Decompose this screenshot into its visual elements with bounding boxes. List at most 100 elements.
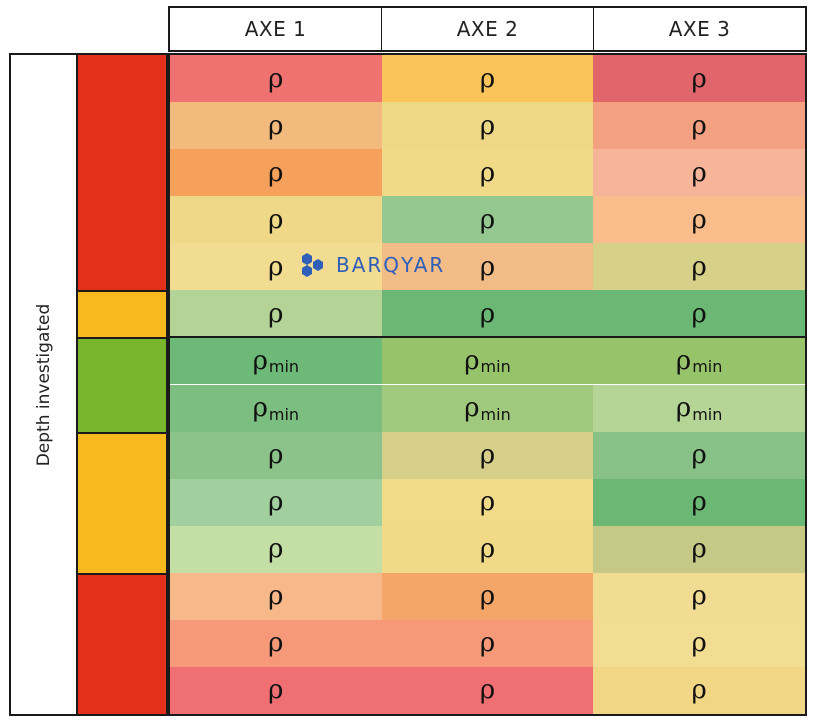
- grid-cell-r4-c2: ρ: [381, 196, 594, 244]
- grid-cell-r13-c1: ρ: [170, 619, 382, 667]
- grid-cell-r14-c3: ρ: [593, 666, 805, 714]
- zone-divider-line: [170, 336, 805, 339]
- rho-symbol: ρ: [268, 581, 284, 612]
- rho-symbol: ρ: [691, 534, 707, 565]
- rho-subscript: min: [692, 357, 723, 377]
- rho-symbol: ρ: [268, 204, 284, 235]
- depth-zone-2: [78, 290, 166, 338]
- rho-symbol: ρ: [691, 298, 707, 329]
- depth-zone-1: [78, 55, 166, 291]
- grid-cell-r6-c3: ρ: [593, 290, 805, 338]
- rho-symbol: ρ: [479, 440, 496, 471]
- rho-symbol: ρ: [268, 675, 284, 706]
- rho-symbol: ρ: [268, 534, 284, 565]
- grid-cell-r8-c1: ρ min: [170, 384, 382, 432]
- rho-symbol: ρ: [268, 628, 284, 659]
- rho-symbol: ρ: [479, 251, 496, 282]
- grid-cell-r12-c2: ρ: [381, 572, 594, 620]
- grid-cell-r11-c2: ρ: [381, 525, 594, 573]
- rho-symbol: ρ: [268, 157, 284, 188]
- grid-cell-r9-c2: ρ: [381, 431, 594, 479]
- grid-cell-r12-c1: ρ: [170, 572, 382, 620]
- rho-symbol: ρ: [479, 487, 496, 518]
- rho-symbol: ρ: [691, 157, 707, 188]
- rho-symbol: ρ: [464, 345, 480, 376]
- grid-cell-r13-c3: ρ: [593, 619, 805, 667]
- grid-cell-r4-c1: ρ: [170, 196, 382, 244]
- rho-symbol: ρ: [675, 345, 692, 376]
- grid-cell-r4-c3: ρ: [593, 196, 805, 244]
- rho-symbol: ρ: [479, 298, 496, 329]
- rho-subscript: min: [480, 357, 511, 377]
- column-header-row: AXE 1 AXE 2 AXE 3: [168, 6, 807, 52]
- depth-zone-5: [78, 572, 166, 714]
- grid-cell-r2-c3: ρ: [593, 102, 805, 150]
- rho-symbol: ρ: [691, 251, 707, 282]
- grid-cell-r5-c3: ρ: [593, 243, 805, 291]
- grid-cell-r14-c2: ρ: [381, 666, 594, 714]
- grid-cell-r11-c3: ρ: [593, 525, 805, 573]
- rho-symbol: ρ: [268, 440, 284, 471]
- rho-symbol: ρ: [268, 298, 284, 329]
- grid-cell-r11-c1: ρ: [170, 525, 382, 573]
- grid-cell-r1-c3: ρ: [593, 55, 805, 103]
- grid-cell-r7-c3: ρ min: [593, 337, 805, 385]
- grid-cell-r3-c2: ρ: [381, 149, 594, 197]
- column-header-axe-1: AXE 1: [244, 17, 307, 41]
- resistivity-grid: ρ ρ ρ ρ ρ ρ ρ ρ ρ ρ ρ ρ ρ ρ ρ ρ ρ ρ ρ min ρ min ρ min ρ min ρ min ρ m…: [168, 53, 807, 716]
- grid-cell-r13-c2: ρ: [381, 619, 594, 667]
- rho-symbol: ρ: [691, 675, 707, 706]
- grid-cell-r1-c1: ρ: [170, 55, 382, 103]
- rho-subscript: min: [480, 404, 511, 424]
- rho-symbol: ρ: [691, 63, 707, 94]
- rho-symbol: ρ: [479, 157, 496, 188]
- grid-cell-r5-c1: ρ: [170, 243, 382, 291]
- rho-symbol: ρ: [268, 251, 284, 282]
- rho-subscript: min: [268, 357, 300, 377]
- rho-symbol: ρ: [691, 581, 707, 612]
- rho-subscript: min: [692, 404, 723, 424]
- rho-symbol: ρ: [691, 204, 707, 235]
- grid-cell-r10-c1: ρ: [170, 478, 382, 526]
- depth-zone-column: [76, 53, 168, 716]
- grid-cell-r12-c3: ρ: [593, 572, 805, 620]
- grid-cell-r8-c2: ρ min: [381, 384, 594, 432]
- rho-symbol: ρ: [675, 393, 692, 424]
- grid-cell-r10-c2: ρ: [381, 478, 594, 526]
- rho-symbol: ρ: [464, 393, 480, 424]
- rho-symbol: ρ: [479, 675, 496, 706]
- rho-symbol: ρ: [252, 393, 268, 424]
- rho-symbol: ρ: [479, 204, 496, 235]
- grid-cell-r9-c1: ρ: [170, 431, 382, 479]
- grid-cell-r7-c1: ρ min: [170, 337, 382, 385]
- grid-cell-r6-c2: ρ: [381, 290, 594, 338]
- grid-cell-r2-c2: ρ: [381, 102, 594, 150]
- depth-axis-box: Depth investigated: [9, 53, 78, 716]
- rho-symbol: ρ: [691, 110, 707, 141]
- rho-symbol: ρ: [691, 440, 707, 471]
- grid-cell-r9-c3: ρ: [593, 431, 805, 479]
- rho-symbol: ρ: [479, 628, 496, 659]
- grid-cell-r10-c3: ρ: [593, 478, 805, 526]
- grid-cell-r2-c1: ρ: [170, 102, 382, 150]
- grid-cell-r6-c1: ρ: [170, 290, 382, 338]
- rho-symbol: ρ: [252, 345, 268, 376]
- grid-cell-r14-c1: ρ: [170, 666, 382, 714]
- grid-cell-r1-c2: ρ: [381, 55, 594, 103]
- depth-axis-label: Depth investigated: [33, 303, 54, 466]
- depth-zone-4: [78, 431, 166, 573]
- rho-symbol: ρ: [479, 534, 496, 565]
- rho-subscript: min: [268, 404, 300, 424]
- rho-symbol: ρ: [691, 487, 707, 518]
- grid-cell-r3-c1: ρ: [170, 149, 382, 197]
- rho-symbol: ρ: [479, 581, 496, 612]
- grid-cell-r3-c3: ρ: [593, 149, 805, 197]
- depth-zone-3: [78, 337, 166, 432]
- rho-symbol: ρ: [268, 110, 284, 141]
- grid-cell-r8-c3: ρ min: [593, 384, 805, 432]
- grid-cell-r7-c2: ρ min: [381, 337, 594, 385]
- rho-symbol: ρ: [268, 487, 284, 518]
- rho-symbol: ρ: [479, 63, 496, 94]
- grid-cell-r5-c2: ρ: [381, 243, 594, 291]
- column-header-axe-2: AXE 2: [381, 8, 593, 50]
